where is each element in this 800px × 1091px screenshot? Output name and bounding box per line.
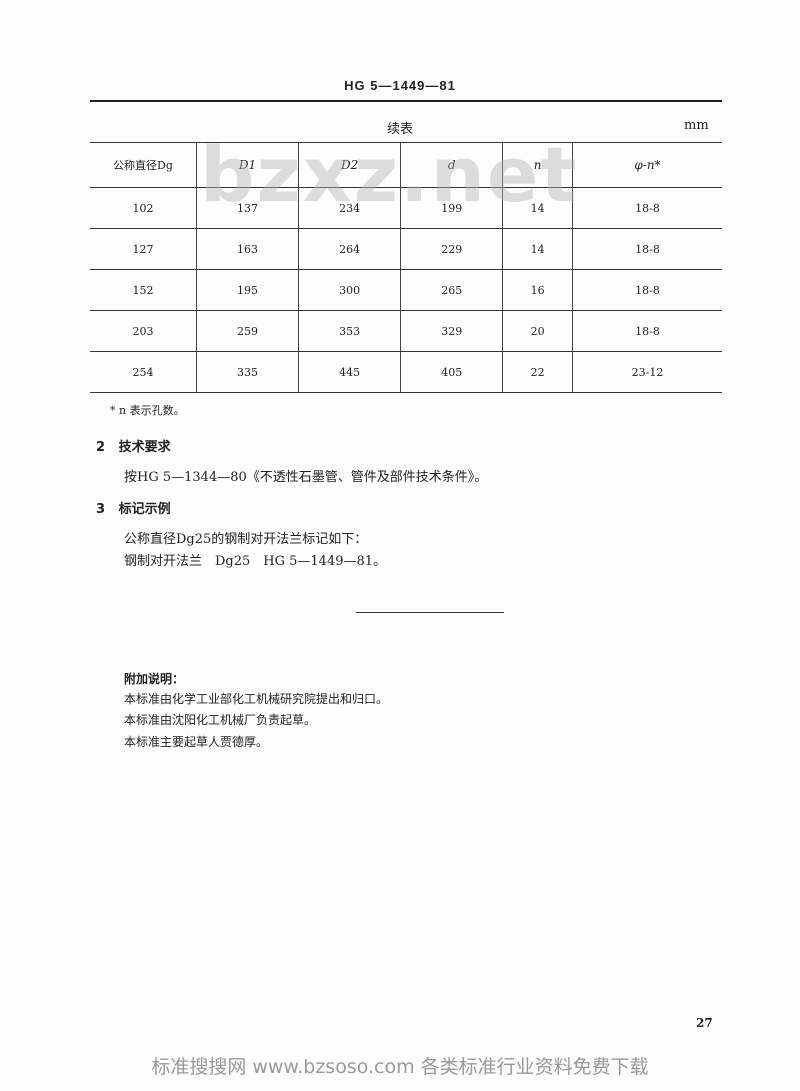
dimension-table: 公称直径Dg D1 D2 d n φ-n* 102 137 234 199 14 18-8… (90, 142, 722, 393)
notes-line: 本标准由化学工业部化工机械研究院提出和归口。 (124, 692, 389, 706)
section-title: 技术要求 (118, 440, 171, 455)
table-cell: 199 (400, 187, 503, 229)
notes-title: 附加说明： (124, 672, 185, 686)
column-header: d (400, 142, 503, 188)
table-cell: 20 (502, 310, 573, 352)
notes-line: 本标准主要起草人贾德厚。 (124, 735, 269, 749)
section-3-line: 钢制对开法兰 Dg25 HG 5—1449—81。 (124, 554, 387, 569)
table-cell: 18-8 (571, 228, 722, 270)
site-footer-watermark: 标准搜搜网 www.bzsoso.com 各类标准行业资料免费下载 (151, 1056, 649, 1078)
column-header: φ-n* (571, 142, 722, 188)
table-cell: 254 (90, 351, 197, 393)
table-cell: 329 (400, 310, 503, 352)
column-header: 公称直径Dg (90, 142, 197, 188)
table-cell: 137 (195, 187, 299, 229)
table-footnote: * n 表示孔数。 (110, 404, 185, 417)
table-row: 102 137 234 199 14 18-8 (90, 187, 722, 229)
table-cell: 152 (90, 269, 197, 311)
table-cell: 229 (400, 228, 503, 270)
table-cell: 18-8 (571, 269, 722, 311)
column-header: D1 (195, 142, 299, 188)
end-rule (356, 612, 504, 613)
section-number: 3 (96, 502, 106, 517)
section-title: 标记示例 (118, 502, 171, 517)
column-header: D2 (298, 142, 401, 188)
table-header-row: 公称直径Dg D1 D2 d n φ-n* (90, 142, 722, 188)
table-cell: 265 (400, 269, 503, 311)
page-number: 27 (696, 1016, 713, 1030)
table-cell: 14 (502, 228, 573, 270)
section-3-line: 公称直径Dg25的钢制对开法兰标记如下： (124, 532, 368, 547)
header-rule (90, 100, 722, 102)
table-row: 203 259 353 329 20 18-8 (90, 310, 722, 352)
table-cell: 259 (195, 310, 299, 352)
table-cell: 234 (298, 187, 401, 229)
table-cell: 23-12 (571, 351, 722, 393)
standard-number-header: HG 5—1449—81 (344, 78, 456, 93)
table-cell: 353 (298, 310, 401, 352)
table-cell: 127 (90, 228, 197, 270)
table-unit: mm (684, 118, 709, 133)
table-cell: 14 (502, 187, 573, 229)
table-row: 254 335 445 405 22 23-12 (90, 351, 722, 393)
table-cell: 300 (298, 269, 401, 311)
table-row: 152 195 300 265 16 18-8 (90, 269, 722, 311)
column-header: n (502, 142, 573, 188)
table-cell: 405 (400, 351, 503, 393)
table-cell: 335 (195, 351, 299, 393)
table-cell: 16 (502, 269, 573, 311)
table-cell: 18-8 (571, 187, 722, 229)
table-caption: 续表 (386, 122, 413, 137)
notes-line: 本标准由沈阳化工机械厂负责起草。 (124, 713, 317, 727)
table-cell: 195 (195, 269, 299, 311)
section-3-heading: 3 标记示例 (96, 498, 171, 517)
table-cell: 264 (298, 228, 401, 270)
section-2-text: 按HG 5—1344—80《不透性石墨管、管件及部件技术条件》。 (124, 470, 488, 485)
table-row: 127 163 264 229 14 18-8 (90, 228, 722, 270)
table-cell: 22 (502, 351, 573, 393)
table-cell: 102 (90, 187, 197, 229)
section-number: 2 (96, 440, 106, 455)
section-2-heading: 2 技术要求 (96, 436, 171, 455)
table-cell: 203 (90, 310, 197, 352)
table-cell: 163 (195, 228, 299, 270)
table-cell: 445 (298, 351, 401, 393)
watermark: bzxz.net (200, 130, 579, 219)
table-cell: 18-8 (571, 310, 722, 352)
